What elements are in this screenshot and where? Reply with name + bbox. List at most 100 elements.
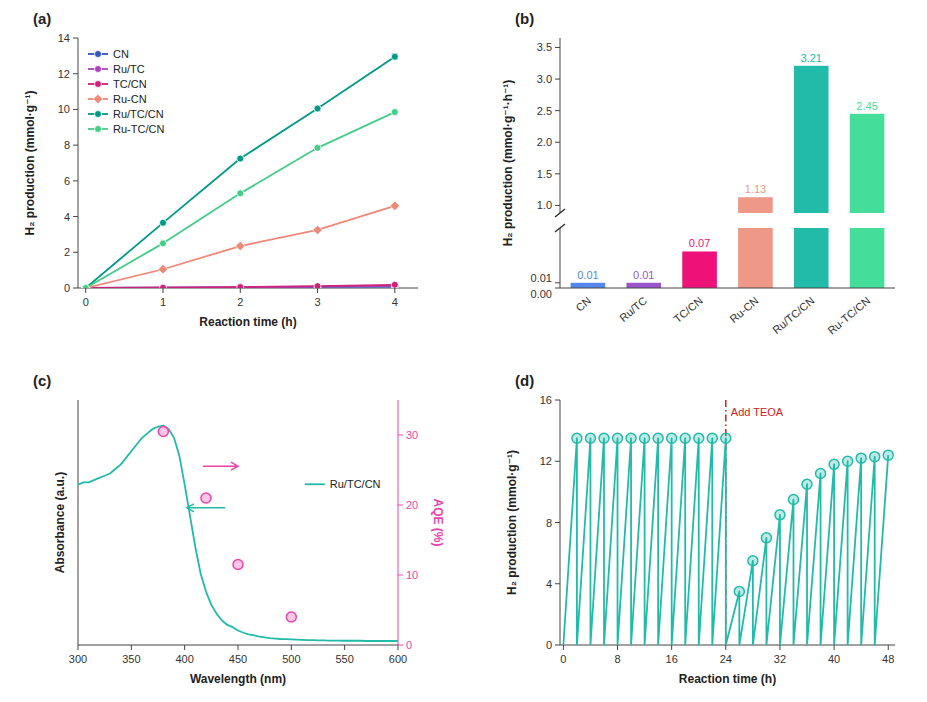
- data-point: [160, 284, 167, 288]
- y-tick: [555, 282, 560, 283]
- data-point: [816, 469, 826, 479]
- legend-label: Ru-TC/CN: [113, 123, 164, 135]
- data-label: 0.01: [577, 269, 598, 281]
- data-label: 0.01: [633, 269, 654, 281]
- data-point: [829, 459, 839, 469]
- data-point: [233, 560, 243, 570]
- legend-marker: [95, 66, 102, 73]
- bar: [738, 197, 773, 213]
- data-point: [599, 433, 609, 443]
- legend-marker: [95, 51, 102, 58]
- x-tick: [317, 288, 318, 293]
- y-tick: [555, 173, 560, 174]
- data-point: [680, 433, 690, 443]
- y2-axis: [398, 400, 399, 645]
- y-tick-label: 8: [546, 517, 552, 529]
- y-tick: [555, 583, 560, 584]
- series-line: [563, 438, 888, 645]
- y-tick-label: 2.0: [537, 136, 552, 148]
- x-tick-label: 8: [614, 653, 620, 665]
- data-point: [802, 479, 812, 489]
- y-tick-label: 16: [540, 394, 552, 406]
- y-axis-label: H₂ production (mmol·g⁻¹): [23, 91, 37, 236]
- y-tick: [73, 145, 78, 146]
- y-tick: [555, 110, 560, 111]
- data-point: [314, 283, 321, 288]
- x-tick-label: 48: [882, 653, 894, 665]
- y-axis-label: H₂ production (mmol·g⁻¹): [505, 450, 519, 595]
- bar: [794, 66, 829, 213]
- data-point: [613, 433, 623, 443]
- data-point: [761, 533, 771, 543]
- y-tick: [73, 180, 78, 181]
- y-tick: [73, 252, 78, 253]
- y-tick: [555, 205, 560, 206]
- x-tick-label: 0: [560, 653, 566, 665]
- data-label: 0.07: [689, 237, 710, 249]
- y-tick: [73, 38, 78, 39]
- axis-break: [555, 209, 565, 217]
- y-axis: [560, 38, 561, 213]
- y-tick-label: 12: [540, 455, 552, 467]
- x-tick: [779, 645, 780, 650]
- x-tick: [344, 645, 345, 650]
- annotation-text: Add TEOA: [731, 406, 784, 418]
- x-tick-label: 40: [828, 653, 840, 665]
- data-point: [667, 433, 677, 443]
- plot-area: [563, 400, 893, 645]
- panel: 3003504004505005506000102030Wavelength (…: [53, 400, 445, 686]
- series-line: [78, 426, 398, 641]
- y-tick: [555, 645, 560, 646]
- y-tick-label: 1.5: [537, 168, 552, 180]
- data-point: [314, 105, 321, 112]
- y-tick-label: 2: [64, 246, 70, 258]
- y-tick: [555, 47, 560, 48]
- x-tick-label: TC/CN: [671, 294, 705, 325]
- y2-tick-label: 10: [406, 569, 418, 581]
- series-line: [86, 57, 395, 288]
- y2-tick: [398, 645, 403, 646]
- axis-arrow: [203, 462, 238, 470]
- data-point: [856, 453, 866, 463]
- data-point: [640, 433, 650, 443]
- legend-label: Ru/TC/CN: [113, 108, 164, 120]
- x-tick-label: Ru/TC/CN: [770, 294, 817, 336]
- bar: [571, 283, 606, 288]
- y-tick-label: 10: [58, 103, 70, 115]
- y-tick-label: 3.5: [537, 41, 552, 53]
- y-tick-label: 4: [64, 211, 70, 223]
- panel-title: (a): [33, 10, 51, 27]
- y-tick-label: 1.0: [537, 199, 552, 211]
- axis-arrow: [187, 504, 225, 512]
- data-label: 1.13: [745, 183, 766, 195]
- y-tick-label: 0: [64, 282, 70, 294]
- x-tick: [394, 288, 395, 293]
- x-tick-label: 300: [69, 653, 87, 665]
- data-point: [314, 283, 321, 288]
- y-tick-label: 2.5: [537, 105, 552, 117]
- y-axis-label: H₂ production (mmol·g⁻¹·h⁻¹): [501, 80, 515, 247]
- legend-label: Ru/TC/CN: [330, 478, 381, 490]
- panel-title: (d): [515, 372, 534, 389]
- data-point: [160, 284, 167, 288]
- y-tick-label: 6: [64, 175, 70, 187]
- y-axis-label: Absorbance (a.u.): [53, 472, 67, 573]
- plot-area: [571, 228, 885, 288]
- y-tick-label: 0.00: [531, 288, 552, 300]
- data-point: [237, 284, 244, 288]
- plot-area: [81, 53, 400, 288]
- error-bar: [392, 54, 398, 59]
- data-point: [775, 510, 785, 520]
- x-tick-label: CN: [573, 294, 593, 313]
- data-point: [160, 240, 167, 247]
- x-tick: [563, 645, 564, 650]
- data-label: 2.45: [856, 100, 877, 112]
- data-point: [201, 493, 211, 503]
- legend-marker: [93, 94, 103, 104]
- data-point: [237, 284, 244, 288]
- y-tick: [73, 288, 78, 289]
- legend: CNRu/TCTC/CNRu-CNRu/TC/CNRu-TC/CN: [88, 48, 164, 135]
- data-point: [160, 284, 167, 288]
- panel: 0123402468101214Reaction time (h)H₂ prod…: [23, 32, 418, 329]
- series-line: [86, 112, 395, 288]
